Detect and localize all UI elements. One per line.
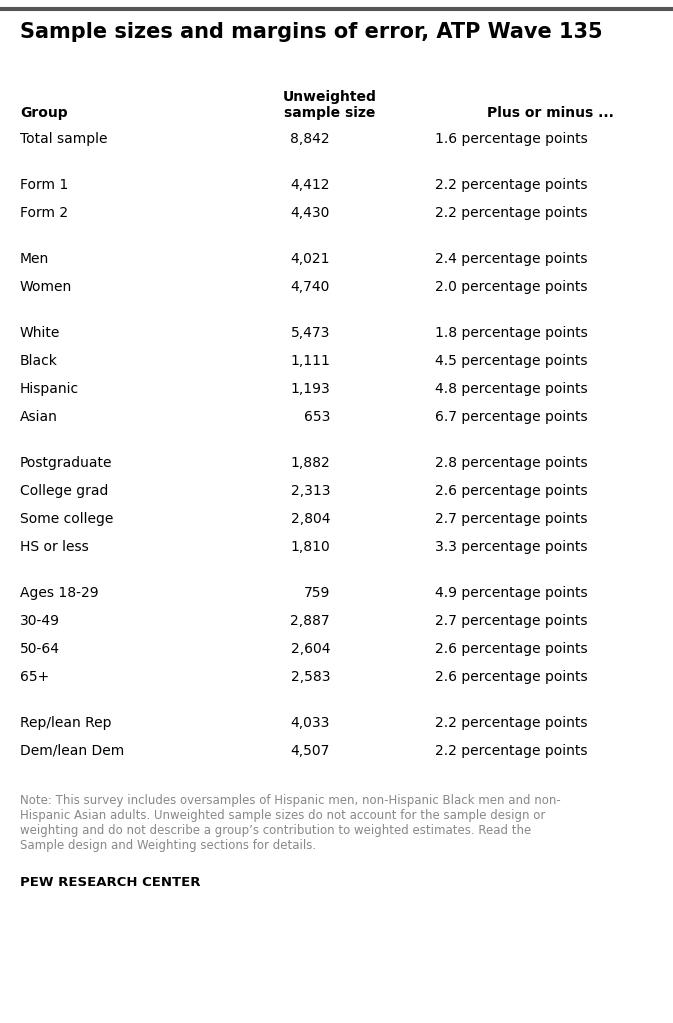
Text: 2.4 percentage points: 2.4 percentage points xyxy=(435,252,588,266)
Text: White: White xyxy=(20,326,61,340)
Text: 4,430: 4,430 xyxy=(291,206,330,220)
Text: Total sample: Total sample xyxy=(20,132,108,146)
Text: 4.9 percentage points: 4.9 percentage points xyxy=(435,586,588,601)
Text: 2.2 percentage points: 2.2 percentage points xyxy=(435,744,588,758)
Text: 1,111: 1,111 xyxy=(290,354,330,368)
Text: Rep/lean Rep: Rep/lean Rep xyxy=(20,716,112,730)
Text: 2,804: 2,804 xyxy=(291,512,330,526)
Text: PEW RESEARCH CENTER: PEW RESEARCH CENTER xyxy=(20,876,201,889)
Text: 65+: 65+ xyxy=(20,670,49,684)
Text: 1,193: 1,193 xyxy=(290,382,330,396)
Text: Form 2: Form 2 xyxy=(20,206,68,220)
Text: 5,473: 5,473 xyxy=(291,326,330,340)
Text: 2.0 percentage points: 2.0 percentage points xyxy=(435,280,588,294)
Text: Some college: Some college xyxy=(20,512,113,526)
Text: Note: This survey includes oversamples of Hispanic men, non-Hispanic Black men a: Note: This survey includes oversamples o… xyxy=(20,794,561,852)
Text: Men: Men xyxy=(20,252,49,266)
Text: Dem/lean Dem: Dem/lean Dem xyxy=(20,744,125,758)
Text: Hispanic: Hispanic xyxy=(20,382,79,396)
Text: 2,887: 2,887 xyxy=(290,614,330,628)
Text: 2.8 percentage points: 2.8 percentage points xyxy=(435,456,588,470)
Text: 2.7 percentage points: 2.7 percentage points xyxy=(435,512,588,526)
Text: 4,033: 4,033 xyxy=(291,716,330,730)
Text: Form 1: Form 1 xyxy=(20,178,68,192)
Text: 2,583: 2,583 xyxy=(291,670,330,684)
Text: HS or less: HS or less xyxy=(20,540,89,554)
Text: 2.2 percentage points: 2.2 percentage points xyxy=(435,206,588,220)
Text: Unweighted
sample size: Unweighted sample size xyxy=(283,90,377,120)
Text: Women: Women xyxy=(20,280,72,294)
Text: Plus or minus ...: Plus or minus ... xyxy=(487,106,613,120)
Text: 8,842: 8,842 xyxy=(290,132,330,146)
Text: Black: Black xyxy=(20,354,58,368)
Text: 6.7 percentage points: 6.7 percentage points xyxy=(435,410,588,424)
Text: 4.5 percentage points: 4.5 percentage points xyxy=(435,354,588,368)
Text: 1.8 percentage points: 1.8 percentage points xyxy=(435,326,588,340)
Text: 4,021: 4,021 xyxy=(291,252,330,266)
Text: 30-49: 30-49 xyxy=(20,614,60,628)
Text: 1,882: 1,882 xyxy=(290,456,330,470)
Text: 1,810: 1,810 xyxy=(290,540,330,554)
Text: 2,604: 2,604 xyxy=(291,642,330,656)
Text: College grad: College grad xyxy=(20,484,108,498)
Text: 4,507: 4,507 xyxy=(291,744,330,758)
Text: 2.7 percentage points: 2.7 percentage points xyxy=(435,614,588,628)
Text: 759: 759 xyxy=(304,586,330,601)
Text: Sample sizes and margins of error, ATP Wave 135: Sample sizes and margins of error, ATP W… xyxy=(20,23,602,42)
Text: 2.6 percentage points: 2.6 percentage points xyxy=(435,484,588,498)
Text: Asian: Asian xyxy=(20,410,58,424)
Text: Group: Group xyxy=(20,106,67,120)
Text: 50-64: 50-64 xyxy=(20,642,60,656)
Text: 2,313: 2,313 xyxy=(291,484,330,498)
Text: 653: 653 xyxy=(304,410,330,424)
Text: 2.6 percentage points: 2.6 percentage points xyxy=(435,642,588,656)
Text: 4.8 percentage points: 4.8 percentage points xyxy=(435,382,588,396)
Text: Postgraduate: Postgraduate xyxy=(20,456,112,470)
Text: 4,412: 4,412 xyxy=(291,178,330,192)
Text: 4,740: 4,740 xyxy=(291,280,330,294)
Text: 3.3 percentage points: 3.3 percentage points xyxy=(435,540,588,554)
Text: 2.2 percentage points: 2.2 percentage points xyxy=(435,716,588,730)
Text: 2.2 percentage points: 2.2 percentage points xyxy=(435,178,588,192)
Text: 2.6 percentage points: 2.6 percentage points xyxy=(435,670,588,684)
Text: 1.6 percentage points: 1.6 percentage points xyxy=(435,132,588,146)
Text: Ages 18-29: Ages 18-29 xyxy=(20,586,99,601)
